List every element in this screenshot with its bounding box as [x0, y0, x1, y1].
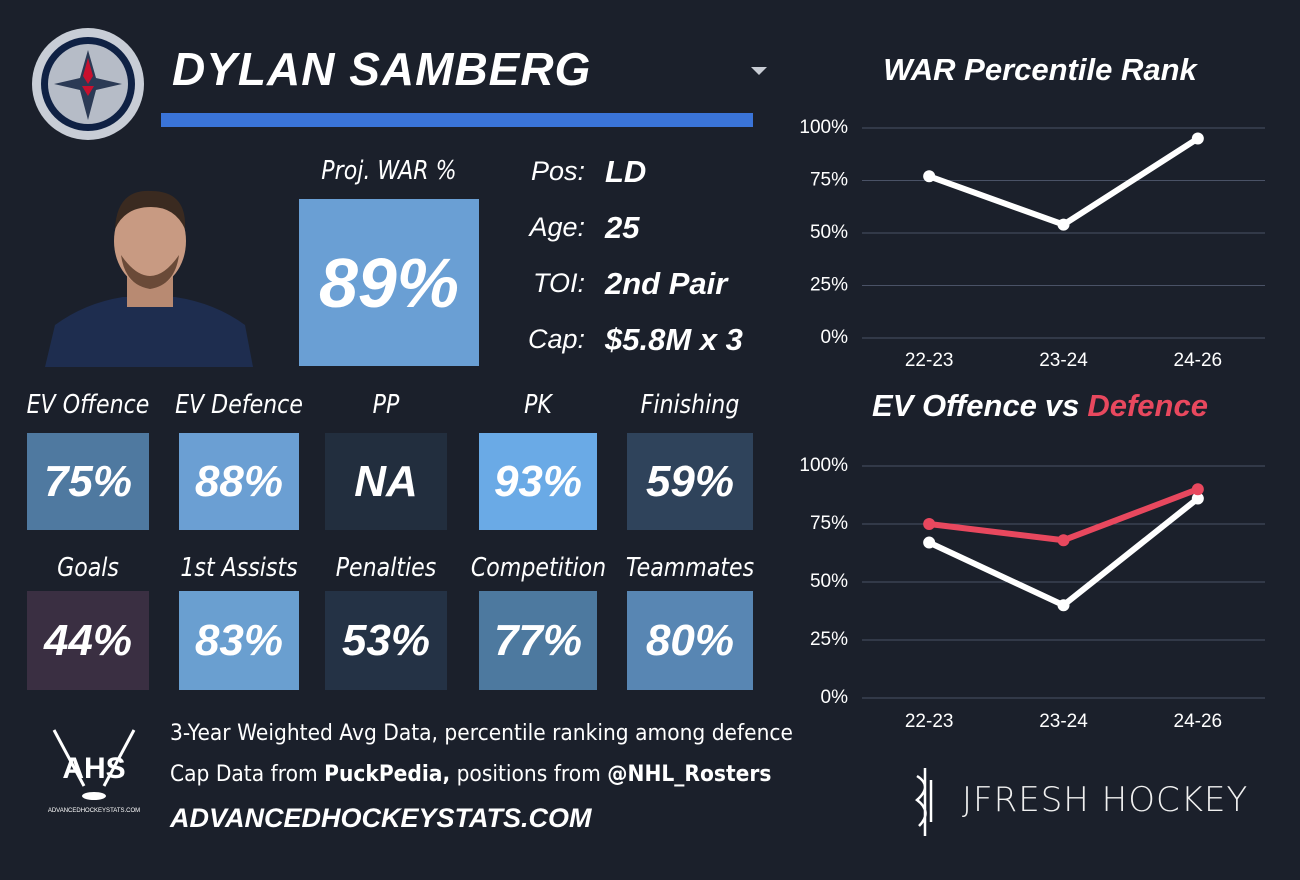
projection-tile: 89% [299, 199, 479, 366]
stat-tile: 44% [27, 591, 149, 690]
projection-label: Proj. WAR % [321, 156, 457, 186]
player-photo [45, 190, 253, 367]
tile-label: EV Offence [26, 390, 150, 420]
point [1057, 599, 1070, 612]
point [923, 170, 936, 183]
footer-credits: Cap Data from PuckPedia, positions from … [170, 762, 771, 787]
line [927, 496, 1200, 609]
info-value: 2nd Pair [605, 266, 728, 301]
ahs-logo-subtext: ADVANCEDHOCKEYSTATS.COM [48, 808, 140, 814]
chart-title: WAR Percentile Rank [883, 52, 1198, 87]
y-tick-label: 100% [799, 455, 848, 476]
info-label: TOI: [532, 268, 585, 298]
info-value: LD [605, 154, 647, 189]
x-tick-label: 24-26 [1174, 350, 1223, 371]
tile-label: PP [372, 390, 400, 420]
legend-entry: EV Offence [872, 388, 1037, 423]
point [1057, 218, 1070, 231]
legend-entry: Defence [1087, 388, 1208, 423]
y-tick-label: 100% [799, 117, 848, 138]
tile-label: Goals [57, 553, 119, 583]
point [1191, 492, 1204, 505]
title-underline [161, 113, 753, 127]
tile-label: PK [524, 390, 552, 420]
ahs-logo: AHS ADVANCEDHOCKEYSTATS.COM [48, 729, 140, 814]
info-value: $5.8M x 3 [605, 322, 743, 357]
credit-text: PuckPedia, [324, 762, 451, 787]
x-tick-label: 23-24 [1039, 711, 1088, 732]
point [1057, 534, 1070, 547]
jfresh-logo [915, 768, 933, 836]
y-tick-label: 25% [810, 275, 848, 296]
player-name: DYLAN SAMBERG [172, 43, 592, 95]
stat-tile: 80% [627, 591, 753, 690]
x-tick-label: 24-26 [1174, 711, 1223, 732]
line [928, 135, 1200, 228]
info-label: Age: [529, 212, 585, 242]
x-tick-label: 22-23 [905, 350, 954, 371]
stat-tile: NA [325, 433, 447, 530]
info-value: 25 [605, 210, 640, 245]
point [923, 518, 936, 530]
credit-text: positions from [450, 762, 608, 787]
y-tick-label: 0% [821, 687, 849, 708]
tile-label: 1st Assists [180, 553, 298, 583]
point [1191, 483, 1204, 496]
dropdown[interactable] [751, 67, 767, 75]
stat-tile: 83% [179, 591, 299, 690]
point [923, 536, 936, 549]
credit-text: @NHL_Rosters [607, 762, 772, 787]
y-tick-label: 75% [810, 513, 848, 534]
tile-label: Penalties [335, 553, 437, 583]
stat-tile: 59% [627, 433, 753, 530]
chart-title: EV Offence vs Defence [872, 388, 1208, 423]
y-tick-label: 50% [810, 571, 848, 592]
y-tick-label: 50% [810, 222, 848, 243]
y-tick-label: 0% [821, 327, 849, 348]
tile-label: Teammates [625, 553, 755, 583]
tile-label: Finishing [640, 390, 740, 420]
footer-note: 3-Year Weighted Avg Data, percentile ran… [170, 721, 793, 746]
credit-text: Cap Data from [170, 762, 325, 787]
tile-label: EV Defence [175, 390, 303, 420]
point [1191, 132, 1204, 145]
stat-tile: 93% [479, 433, 597, 530]
website: ADVANCEDHOCKEYSTATS.COM [170, 803, 592, 833]
x-tick-label: 22-23 [905, 711, 954, 732]
info-label: Cap: [527, 324, 585, 354]
tile-label: Competition [470, 553, 607, 583]
y-tick-label: 25% [810, 629, 848, 650]
stat-tile: 77% [479, 591, 597, 690]
title-joiner: vs [1045, 388, 1079, 423]
x-tick-label: 23-24 [1039, 350, 1088, 371]
y-tick-label: 75% [810, 170, 848, 191]
stat-tile: 88% [179, 433, 299, 530]
info-label: Pos: [530, 156, 585, 186]
brand: JFRESH HOCKEY [962, 780, 1249, 820]
ahs-logo-text: AHS [62, 752, 125, 785]
stat-tile: 53% [325, 591, 447, 690]
team-logo [32, 28, 144, 140]
stat-tile: 75% [27, 433, 149, 530]
